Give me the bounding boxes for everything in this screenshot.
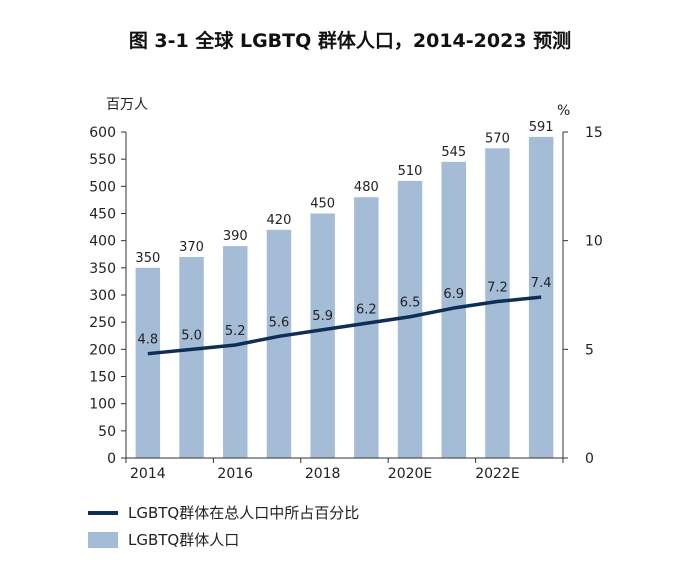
bar-value-label: 370 bbox=[179, 240, 204, 255]
bar bbox=[223, 246, 248, 458]
left-tick-label: 300 bbox=[89, 288, 116, 304]
bar-value-label: 545 bbox=[441, 145, 466, 160]
line-value-label: 5.0 bbox=[181, 328, 202, 343]
left-tick-label: 550 bbox=[89, 152, 116, 168]
percentage-line bbox=[147, 295, 542, 356]
bar bbox=[310, 213, 335, 458]
bar-value-label: 420 bbox=[267, 213, 292, 228]
right-tick-label: 10 bbox=[585, 234, 603, 250]
x-tick-label: 2018 bbox=[305, 466, 341, 482]
right-tick-label: 5 bbox=[585, 342, 594, 358]
chart-title: 图 3-1 全球 LGBTQ 群体人口，2014-2023 预测 bbox=[128, 30, 572, 52]
line-value-label: 6.5 bbox=[400, 296, 421, 311]
bar-value-label: 480 bbox=[354, 180, 379, 195]
legend-line-swatch bbox=[88, 510, 118, 515]
line-value-label: 6.2 bbox=[356, 302, 377, 317]
line-value-label: 7.4 bbox=[531, 276, 552, 291]
legend-bar-label: LGBTQ群体人口 bbox=[128, 531, 240, 549]
bar-value-label: 350 bbox=[135, 251, 160, 266]
left-tick-label: 600 bbox=[89, 125, 116, 141]
bar bbox=[266, 229, 292, 458]
left-tick-label: 250 bbox=[89, 315, 116, 331]
legend-item-bar: LGBTQ群体人口 bbox=[88, 529, 239, 550]
bar-value-label: 570 bbox=[485, 131, 510, 146]
line-value-label: 5.6 bbox=[269, 315, 290, 330]
bar bbox=[179, 256, 204, 458]
bar-value-label: 450 bbox=[310, 197, 335, 212]
left-tick-label: 0 bbox=[107, 451, 116, 467]
x-tick-label: 2020E bbox=[388, 466, 432, 482]
legend-bar-swatch bbox=[88, 531, 118, 548]
line-value-label: 4.8 bbox=[138, 333, 159, 348]
legend-item-line: LGBTQ群体在总人口中所占百分比 bbox=[88, 502, 359, 523]
bar bbox=[354, 197, 379, 458]
bar-value-label: 390 bbox=[223, 229, 248, 244]
legend-line-label: LGBTQ群体在总人口中所占百分比 bbox=[128, 504, 360, 522]
left-tick-label: 200 bbox=[89, 342, 116, 358]
left-tick-label: 50 bbox=[98, 424, 116, 440]
x-tick-label: 2016 bbox=[217, 466, 253, 482]
left-tick-label: 100 bbox=[89, 397, 116, 413]
line-value-label: 5.9 bbox=[312, 309, 333, 324]
left-tick-label: 350 bbox=[89, 261, 116, 277]
right-tick-label: 15 bbox=[585, 125, 603, 141]
left-tick-label: 500 bbox=[89, 179, 116, 195]
left-tick-label: 400 bbox=[89, 234, 116, 250]
line-value-label: 7.2 bbox=[487, 281, 508, 296]
left-tick-label: 450 bbox=[89, 207, 116, 223]
bar bbox=[135, 267, 161, 458]
bar-value-label: 510 bbox=[398, 164, 423, 179]
left-axis-unit: 百万人 bbox=[106, 97, 148, 113]
left-tick-label: 150 bbox=[89, 370, 116, 386]
line-value-label: 5.2 bbox=[225, 324, 246, 339]
bar-value-label: 591 bbox=[529, 120, 554, 135]
right-axis-unit: % bbox=[557, 103, 571, 119]
x-tick-label: 2022E bbox=[475, 466, 519, 482]
line-value-label: 6.9 bbox=[443, 287, 464, 302]
right-tick-label: 0 bbox=[585, 451, 594, 467]
x-tick-label: 2014 bbox=[130, 466, 166, 482]
